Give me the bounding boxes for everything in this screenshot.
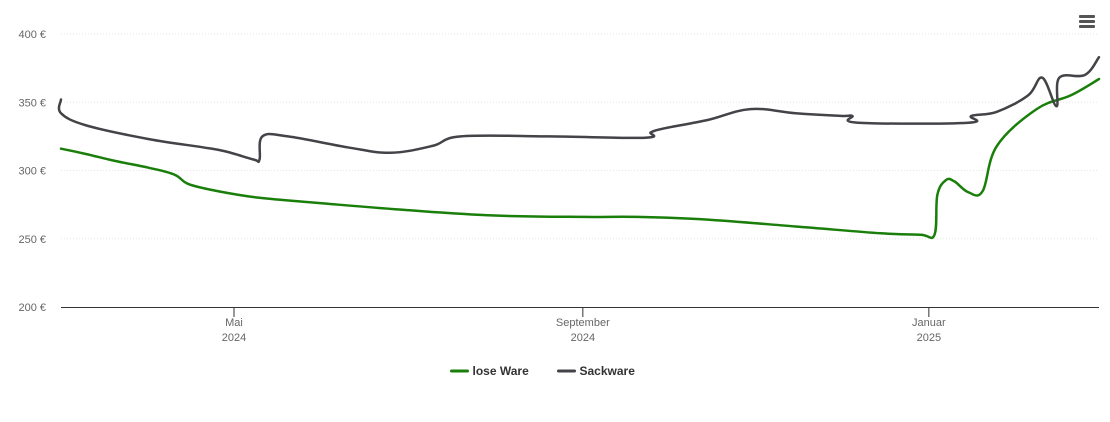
x-axis: Mai 2024 September 2024 Januar 2025: [61, 307, 1099, 344]
x-tick-label-year: 2024: [222, 332, 246, 344]
y-tick-label: 350 €: [18, 97, 46, 109]
legend-label: lose Ware: [473, 364, 530, 378]
x-tick-label: Januar: [912, 317, 946, 329]
y-tick-label: 250 €: [18, 234, 46, 246]
legend-item-1[interactable]: Sackware: [557, 364, 636, 378]
hamburger-menu-icon[interactable]: [1074, 10, 1098, 32]
y-tick-label: 300 €: [18, 166, 46, 178]
y-axis: 200 € 250 € 300 € 350 € 400 €: [18, 29, 46, 314]
series-line-0[interactable]: [59, 77, 1101, 240]
x-tick-label: Mai: [225, 317, 243, 329]
legend-item-0[interactable]: lose Ware: [450, 364, 530, 378]
legend-label: Sackware: [580, 364, 636, 378]
series-line-1[interactable]: [57, 55, 1101, 164]
y-tick-label: 400 €: [18, 29, 46, 41]
x-tick-label-year: 2025: [917, 332, 941, 344]
x-tick-label: September: [556, 317, 610, 329]
x-tick-label-year: 2024: [571, 332, 595, 344]
grid-lines: [61, 33, 1099, 240]
y-tick-label: 200 €: [18, 302, 46, 314]
legend: lose Ware Sackware: [450, 364, 636, 378]
plot-area: [57, 55, 1101, 240]
